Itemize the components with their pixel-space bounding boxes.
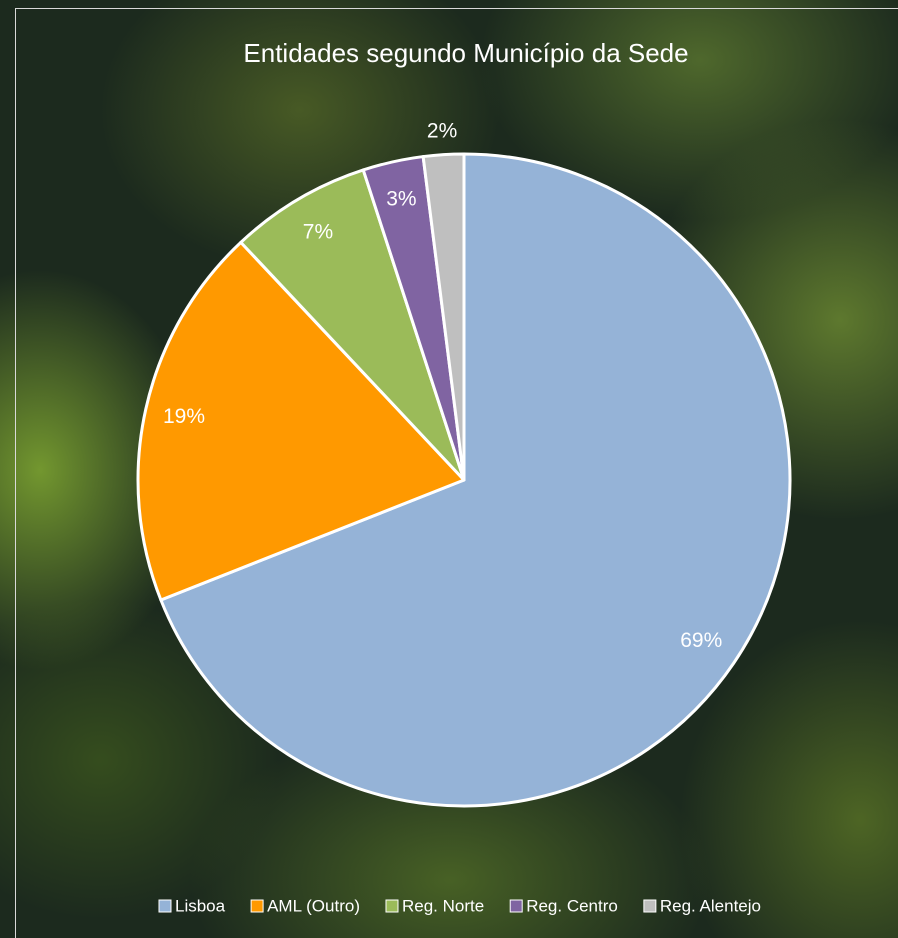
data-label: 69% [680, 629, 722, 652]
legend-label: Reg. Norte [402, 896, 484, 915]
legend-swatch [509, 899, 523, 913]
legend-label: Lisboa [175, 896, 226, 915]
legend-swatch [643, 899, 657, 913]
legend-label: AML (Outro) [267, 896, 360, 915]
pie-slice [159, 152, 792, 808]
legend-label: Reg. Alentejo [660, 896, 761, 915]
legend-swatch [158, 899, 172, 913]
data-label: 19% [163, 405, 205, 428]
legend-label: Reg. Centro [526, 896, 618, 915]
legend-swatch [250, 899, 264, 913]
pie-slice [239, 168, 466, 482]
pie-slice [136, 240, 466, 602]
data-label: 7% [303, 221, 333, 244]
pie-slice [421, 152, 466, 482]
data-label: 3% [386, 188, 416, 211]
legend-swatch [385, 899, 399, 913]
data-label: 2% [427, 119, 457, 142]
chart-title: Entidades segundo Município da Sede [243, 38, 688, 68]
chart-border [15, 8, 898, 938]
